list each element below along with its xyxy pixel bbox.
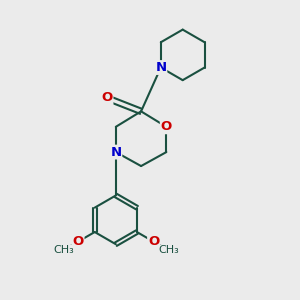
Text: N: N — [155, 61, 167, 74]
Text: CH₃: CH₃ — [158, 245, 179, 255]
Text: O: O — [72, 235, 84, 248]
Text: N: N — [110, 146, 122, 159]
Text: O: O — [101, 92, 112, 104]
Text: O: O — [161, 120, 172, 133]
Text: O: O — [148, 235, 159, 248]
Text: CH₃: CH₃ — [53, 245, 74, 255]
